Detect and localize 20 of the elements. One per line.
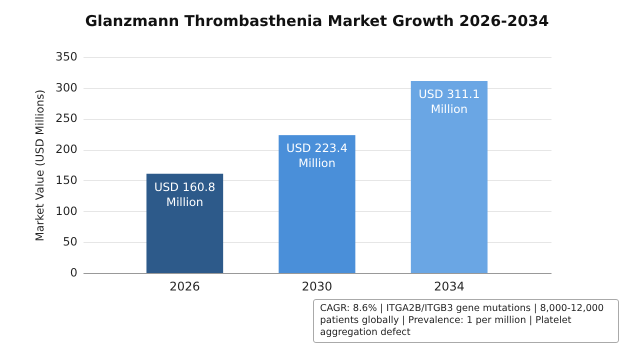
text: CAGR: 8.6% | ITGA2B/ITGB3 gene mutations | 8,000-12,000 patients globally | Prevalence: 1 per million | Platelet aggregation defect: [313, 299, 619, 343]
data-label: USD 311.1 Million: [418, 87, 480, 116]
data-label: USD 160.8 Million: [154, 180, 216, 209]
y-tick-label: 200: [56, 142, 78, 156]
data-label: USD 223.4 Million: [286, 141, 348, 170]
y-tick-label: 100: [56, 204, 78, 218]
chart-title: Glanzmann Thrombasthenia Market Growth 2026-2034: [85, 12, 549, 30]
x-tick-label: 2034: [434, 280, 464, 294]
y-tick-label: 50: [62, 234, 78, 249]
bar: [278, 135, 356, 273]
x-tick-label: 2030: [302, 280, 332, 294]
y-tick-label: 150: [56, 172, 78, 187]
y-tick-label: 300: [56, 80, 78, 94]
y-tick-label: 350: [56, 50, 78, 64]
bar: [410, 81, 488, 273]
x-tick-label: 2026: [170, 280, 200, 294]
y-tick-label: 250: [56, 111, 78, 126]
y-tick-label: 0: [70, 266, 78, 280]
y-axis-title: Market Value (USD Millions): [34, 90, 47, 242]
bar: [146, 174, 224, 273]
